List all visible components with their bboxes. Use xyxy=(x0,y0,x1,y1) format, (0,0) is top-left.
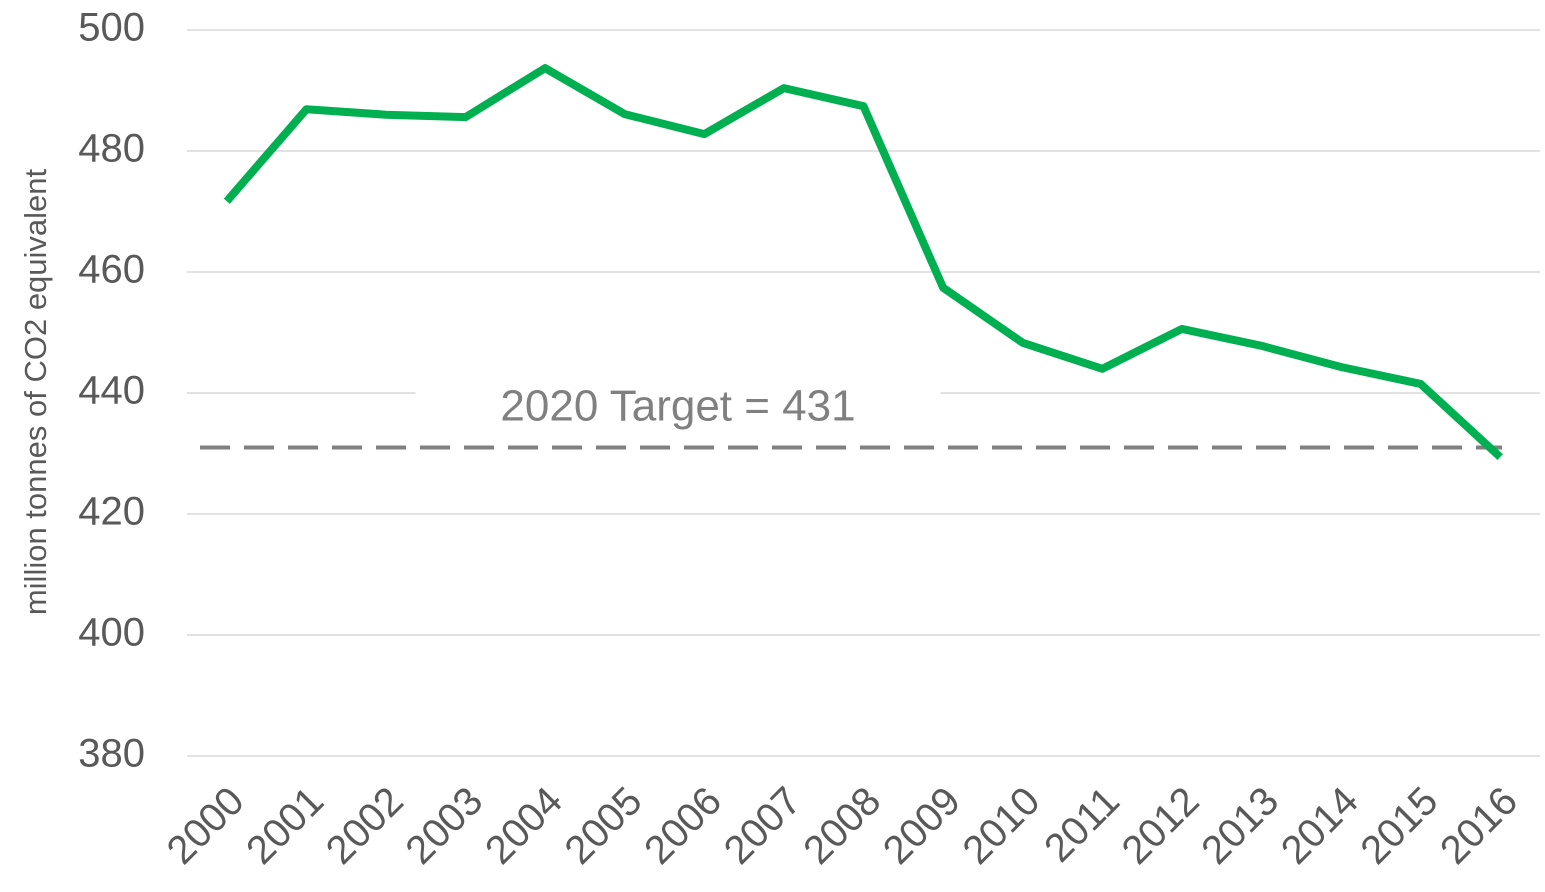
y-axis-label: million tonnes of CO2 equivalent xyxy=(18,168,53,615)
x-tick-label: 2013 xyxy=(1193,779,1287,873)
x-tick-label: 2011 xyxy=(1036,779,1128,871)
y-tick-label: 480 xyxy=(78,127,145,171)
x-tick-label: 2001 xyxy=(238,779,332,873)
x-tick-label: 2003 xyxy=(397,779,491,873)
x-tick-label: 2016 xyxy=(1432,779,1526,873)
data-line xyxy=(223,64,1503,461)
x-tick-label: 2007 xyxy=(716,779,810,873)
x-tick-label: 2009 xyxy=(875,779,969,873)
y-tick-label: 440 xyxy=(78,369,145,413)
x-tick-label: 2015 xyxy=(1352,779,1446,873)
y-tick-label: 500 xyxy=(78,6,145,50)
x-tick-label: 2006 xyxy=(636,779,730,873)
target-annotation: 2020 Target = 431 xyxy=(500,382,855,431)
x-tick-label: 2000 xyxy=(159,779,253,873)
annotation-background xyxy=(415,381,941,431)
y-tick-label: 400 xyxy=(78,611,145,655)
x-tick-label: 2005 xyxy=(557,779,651,873)
y-tick-label: 380 xyxy=(78,732,145,776)
x-tick-label: 2002 xyxy=(318,779,412,873)
x-tick-label: 2012 xyxy=(1114,779,1208,873)
x-tick-label: 2010 xyxy=(954,779,1048,873)
y-tick-label: 420 xyxy=(78,490,145,534)
x-tick-label: 2014 xyxy=(1273,779,1367,873)
x-tick-label: 2004 xyxy=(477,779,571,873)
x-tick-label: 2008 xyxy=(795,779,889,873)
y-tick-label: 460 xyxy=(78,248,145,292)
